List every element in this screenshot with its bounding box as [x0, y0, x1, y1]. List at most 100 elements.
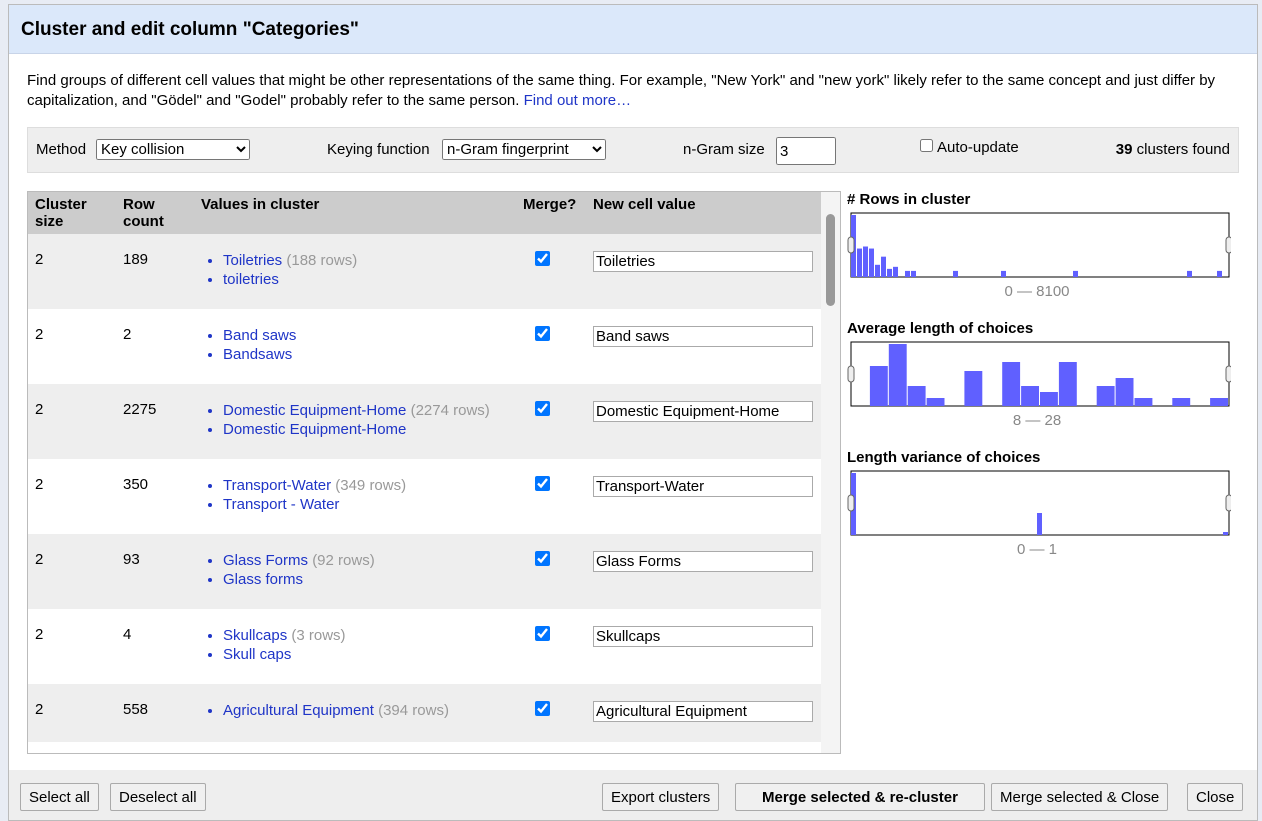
new-value-input[interactable] — [593, 326, 813, 347]
merge-cell — [516, 309, 586, 384]
value-text: Transport - Water — [223, 496, 340, 513]
histogram-bar — [875, 264, 880, 277]
merge-checkbox[interactable] — [535, 701, 550, 716]
value-text: Toiletries — [223, 252, 283, 269]
cluster-value: Skull caps — [223, 645, 510, 664]
cluster-row: 24Skullcaps (3 rows)Skull caps — [28, 609, 822, 684]
merge-recluster-button[interactable]: Merge selected & re-cluster — [735, 783, 985, 811]
column-header: Values in cluster — [194, 192, 516, 234]
new-value-input[interactable] — [593, 626, 813, 647]
values-cell: Transport-Water (349 rows) Transport - Wa… — [194, 459, 516, 534]
values-cell: Toiletries (188 rows)toiletries — [194, 234, 516, 309]
close-button[interactable]: Close — [1187, 783, 1244, 811]
cluster-size: 2 — [28, 234, 116, 309]
cluster-value: Bandsaws — [223, 345, 510, 364]
find-out-more-link[interactable]: Find out more… — [523, 92, 632, 109]
cluster-table: Cluster size Row count Values in cluster Me… — [28, 192, 822, 742]
clusters-found: 39 clusters found — [1116, 141, 1230, 158]
cluster-size: 2 — [28, 534, 116, 609]
histogram-bar — [857, 248, 862, 277]
scrollbar[interactable] — [821, 192, 840, 753]
histogram-bar — [869, 366, 888, 406]
values-list: Domestic Equipment-Home (2274 rows)Domes… — [201, 401, 510, 439]
value-row-count: (349 rows) — [335, 477, 407, 494]
histogram-bar — [964, 371, 983, 406]
histogram-bar — [1096, 386, 1115, 406]
value-text: Bandsaws — [223, 346, 293, 363]
export-button[interactable]: Export clusters — [602, 783, 720, 811]
values-list: Glass Forms (92 rows)Glass forms — [201, 551, 510, 589]
merge-checkbox[interactable] — [535, 626, 550, 641]
ngram-input[interactable] — [776, 137, 836, 165]
value-text: Band saws — [223, 327, 297, 344]
range-handle — [1225, 365, 1231, 383]
histogram-bar — [926, 398, 945, 406]
histogram: Length variance of choices 0 — 1 — [847, 449, 1237, 558]
merge-checkbox[interactable] — [535, 251, 550, 266]
new-value-cell — [586, 534, 822, 609]
auto-update-checkbox[interactable] — [920, 139, 933, 152]
cluster-value: Toiletries (188 rows) — [223, 251, 510, 270]
values-list: Transport-Water (349 rows) Transport - Wa… — [201, 476, 510, 514]
header-row: Cluster size Row count Values in cluster Me… — [28, 192, 822, 234]
merge-cell — [516, 534, 586, 609]
dialog-header: Cluster and edit column "Categories" — [9, 5, 1257, 54]
histogram-title: Average length of choices — [847, 320, 1034, 337]
cluster-row: 2189Toiletries (188 rows)toiletries — [28, 234, 822, 309]
new-value-input[interactable] — [593, 701, 813, 722]
histogram-chart — [847, 470, 1231, 536]
merge-cell — [516, 459, 586, 534]
keying-select[interactable]: n-Gram fingerprint — [442, 139, 606, 160]
cluster-value: Transport - Water — [223, 495, 510, 514]
deselect-all-button[interactable]: Deselect all — [110, 783, 206, 811]
values-cell: Band saws Bandsaws — [194, 309, 516, 384]
merge-checkbox[interactable] — [535, 551, 550, 566]
cluster-value: Domestic Equipment-Home (2274 rows) — [223, 401, 510, 420]
range-handle — [847, 494, 855, 512]
merge-checkbox[interactable] — [535, 476, 550, 491]
new-value-cell — [586, 684, 822, 742]
row-count: 350 — [123, 476, 149, 493]
merge-close-button[interactable]: Merge selected & Close — [991, 783, 1169, 811]
cluster-row: 2 350 Transport-Water (349 rows) Transport … — [28, 459, 822, 534]
histogram-chart — [847, 341, 1231, 407]
new-value-input[interactable] — [593, 551, 813, 572]
cluster-value: Glass Forms (92 rows) — [223, 551, 510, 570]
histogram-bar — [888, 344, 907, 406]
value-row-count: (92 rows) — [312, 552, 375, 569]
merge-cell — [516, 609, 586, 684]
column-header: Cluster size — [28, 192, 116, 234]
values-cell: Skullcaps (3 rows)Skull caps — [194, 609, 516, 684]
cluster-row: 293Glass Forms (92 rows)Glass forms — [28, 534, 822, 609]
values-list: Agricultural Equipment (394 rows) — [201, 701, 510, 720]
new-value-cell — [586, 459, 822, 534]
cluster-value: Agricultural Equipment (394 rows) — [223, 701, 510, 720]
method-select[interactable]: Key collision — [96, 139, 250, 160]
cluster-row: 22275Domestic Equipment-Home (2274 rows)… — [28, 384, 822, 459]
histogram-title: # Rows in cluster — [847, 191, 971, 208]
description: Find groups of different cell values tha… — [27, 71, 1237, 111]
new-value-input[interactable] — [593, 401, 813, 422]
auto-update-label: Auto-update — [937, 139, 1019, 156]
new-value-input[interactable] — [593, 476, 813, 497]
scroll-thumb[interactable] — [826, 214, 835, 306]
new-value-input[interactable] — [593, 251, 813, 272]
column-header: Merge? — [516, 192, 586, 234]
select-all-button[interactable]: Select all — [20, 783, 99, 811]
value-text: Agricultural Equipment — [223, 702, 374, 719]
histogram-bar — [1058, 362, 1077, 406]
auto-update[interactable]: Auto-update — [920, 139, 1019, 156]
value-text: Transport-Water — [223, 477, 332, 494]
cluster-size: 2 — [35, 476, 44, 493]
histogram: # Rows in cluster 0 — 8100 — [847, 191, 1237, 300]
merge-checkbox[interactable] — [535, 326, 550, 341]
histogram-frame — [850, 212, 1230, 278]
values-list: Toiletries (188 rows)toiletries — [201, 251, 510, 289]
clusters-count: 39 — [1115, 141, 1133, 158]
value-row-count: (2274 rows) — [410, 402, 490, 419]
histogram-bar — [887, 268, 892, 277]
merge-checkbox[interactable] — [535, 401, 550, 416]
method-label: Method — [36, 141, 87, 158]
value-row-count: (3 rows) — [291, 627, 346, 644]
